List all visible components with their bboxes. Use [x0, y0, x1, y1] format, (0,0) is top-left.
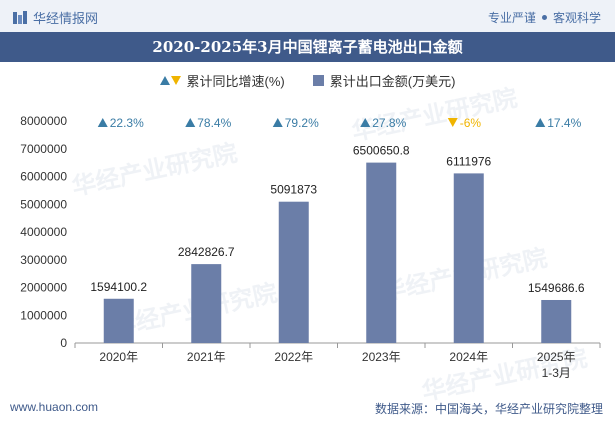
title-bar: 2020-2025年3月中国锂离子蓄电池出口金额 [0, 32, 615, 62]
growth-up-marker [535, 118, 546, 127]
growth-down-marker [447, 118, 458, 127]
tagline: 专业严谨 客观科学 [488, 9, 601, 26]
triangle-down-icon [170, 75, 181, 85]
legend-item-growth: 累计同比增速(%) [159, 71, 285, 90]
x-tick-label: 2023年 [362, 350, 401, 364]
bar-value-label: 1594100.2 [90, 280, 147, 294]
y-tick-label: 2000000 [20, 281, 67, 295]
legend: 累计同比增速(%) 累计出口金额(万美元) [0, 70, 615, 90]
tagline-b: 客观科学 [552, 11, 601, 25]
growth-up-marker [360, 118, 371, 127]
bar-swatch-icon [312, 74, 324, 86]
legend-item-amount: 累计出口金额(万美元) [312, 71, 456, 90]
growth-up-marker [185, 118, 196, 127]
growth-label: -6% [460, 116, 482, 130]
bar [278, 201, 309, 343]
growth-up-marker [272, 118, 283, 127]
x-tick-label: 2025年 [537, 350, 576, 364]
y-tick-label: 1000000 [20, 308, 67, 322]
bar-value-label: 2842826.7 [178, 245, 235, 259]
x-tick-label: 1-3月 [542, 366, 571, 380]
huajing-logo-icon [13, 10, 27, 24]
y-tick-label: 7000000 [20, 142, 67, 156]
y-tick-label: 5000000 [20, 197, 67, 211]
growth-up-marker [97, 118, 108, 127]
top-bar: 华经情报网 专业严谨 客观科学 [0, 0, 615, 32]
y-tick-label: 4000000 [20, 225, 67, 239]
x-tick-label: 2021年 [187, 350, 226, 364]
x-tick-label: 2022年 [274, 350, 313, 364]
growth-label: 22.3% [110, 116, 144, 130]
y-tick-label: 8000000 [20, 114, 67, 128]
triangle-up-icon [159, 75, 170, 85]
y-tick-label: 6000000 [20, 170, 67, 184]
legend-growth-label: 累计同比增速(%) [186, 73, 285, 89]
bar-value-label: 1549686.6 [528, 281, 585, 295]
bar [541, 299, 572, 343]
bar-value-label: 5091873 [270, 183, 317, 197]
bar-value-label: 6111976 [446, 154, 491, 168]
growth-label: 27.8% [372, 116, 406, 130]
chart-title: 2020-2025年3月中国锂离子蓄电池出口金额 [152, 38, 463, 56]
footer-website[interactable]: www.huaon.com [10, 400, 99, 414]
tagline-a: 专业严谨 [487, 11, 536, 25]
growth-label: 78.4% [197, 116, 231, 130]
bar [191, 264, 222, 343]
brand: 华经情报网 [12, 8, 98, 27]
bar [453, 173, 484, 343]
bar-chart: 0 1000000 2000000 3000000 4000000 5000000 6000… [20, 114, 601, 380]
bar-value-label: 6500650.8 [353, 144, 410, 158]
x-tick-label: 2020年 [99, 350, 138, 364]
growth-label: 79.2% [285, 116, 319, 130]
x-tick-label: 2024年 [449, 350, 488, 364]
bar [366, 162, 397, 343]
brand-name: 华经情报网 [33, 11, 99, 26]
legend-amount-label: 累计出口金额(万美元) [329, 73, 456, 89]
y-tick-label: 0 [60, 336, 67, 350]
y-tick-label: 3000000 [20, 253, 67, 267]
growth-label: 17.4% [547, 116, 581, 130]
bullet-icon [541, 15, 547, 20]
bar [103, 298, 134, 343]
footer-source: 数据来源：中国海关，华经产业研究院整理 [374, 402, 603, 416]
